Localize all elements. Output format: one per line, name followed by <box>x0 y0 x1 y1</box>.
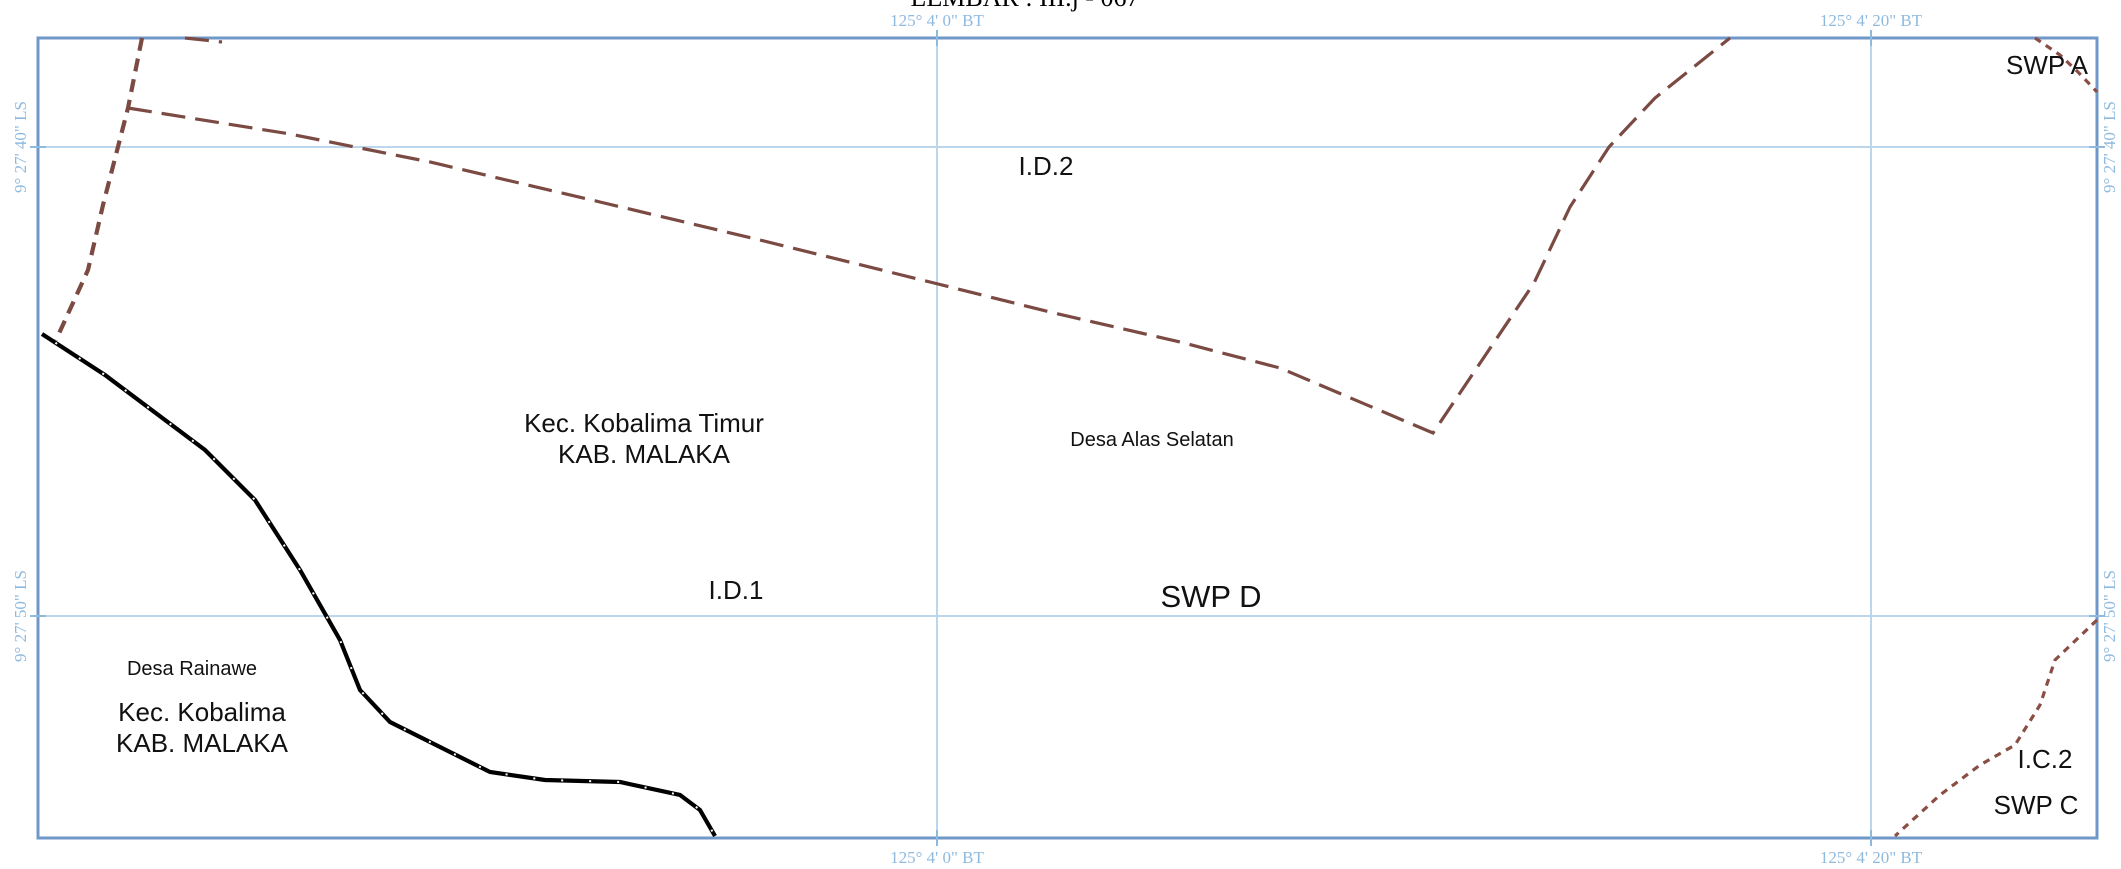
label-kab-malaka-west: KAB. MALAKA <box>116 728 289 758</box>
coord-label-right-top: 9° 27' 40" LS <box>2100 101 2119 193</box>
label-id2: I.D.2 <box>1019 151 1074 181</box>
zone-boundary-west <box>54 37 145 341</box>
sheet-title: LEMBAR : III.j - 067 <box>911 0 1140 12</box>
coord-label-top-right: 125° 4' 20" BT <box>1820 11 1923 30</box>
label-desa-rainawe: Desa Rainawe <box>127 658 257 680</box>
label-swp-d: SWP D <box>1160 579 1261 614</box>
label-desa-alas-selatan: Desa Alas Selatan <box>1070 429 1233 451</box>
coord-label-right-bottom: 9° 27' 50" LS <box>2100 570 2119 662</box>
coord-label-left-top: 9° 27' 40" LS <box>11 101 30 193</box>
zone-boundary-id2 <box>127 36 1731 435</box>
zone-boundary-fragment <box>184 36 223 44</box>
coord-label-bottom-right: 125° 4' 20" BT <box>1820 848 1923 867</box>
label-id1: I.D.1 <box>709 575 764 605</box>
label-kec-kobalima: Kec. Kobalima <box>118 697 286 727</box>
label-ic2: I.C.2 <box>2018 744 2073 774</box>
zone-boundary-swp-a <box>2034 36 2099 94</box>
district-boundary <box>40 332 717 838</box>
coord-label-top-left: 125° 4' 0" BT <box>890 11 984 30</box>
label-swp-c: SWP C <box>1994 790 2079 820</box>
zone-boundary-swp-c <box>1893 618 2099 838</box>
label-kec-kobalima-timur: Kec. Kobalima Timur <box>524 408 764 438</box>
coord-label-left-bottom: 9° 27' 50" LS <box>11 570 30 662</box>
map-frame <box>36 36 2099 840</box>
label-swp-a: SWP A <box>2006 50 2089 80</box>
coord-label-bottom-left: 125° 4' 0" BT <box>890 848 984 867</box>
label-kab-malaka-east: KAB. MALAKA <box>558 439 731 469</box>
